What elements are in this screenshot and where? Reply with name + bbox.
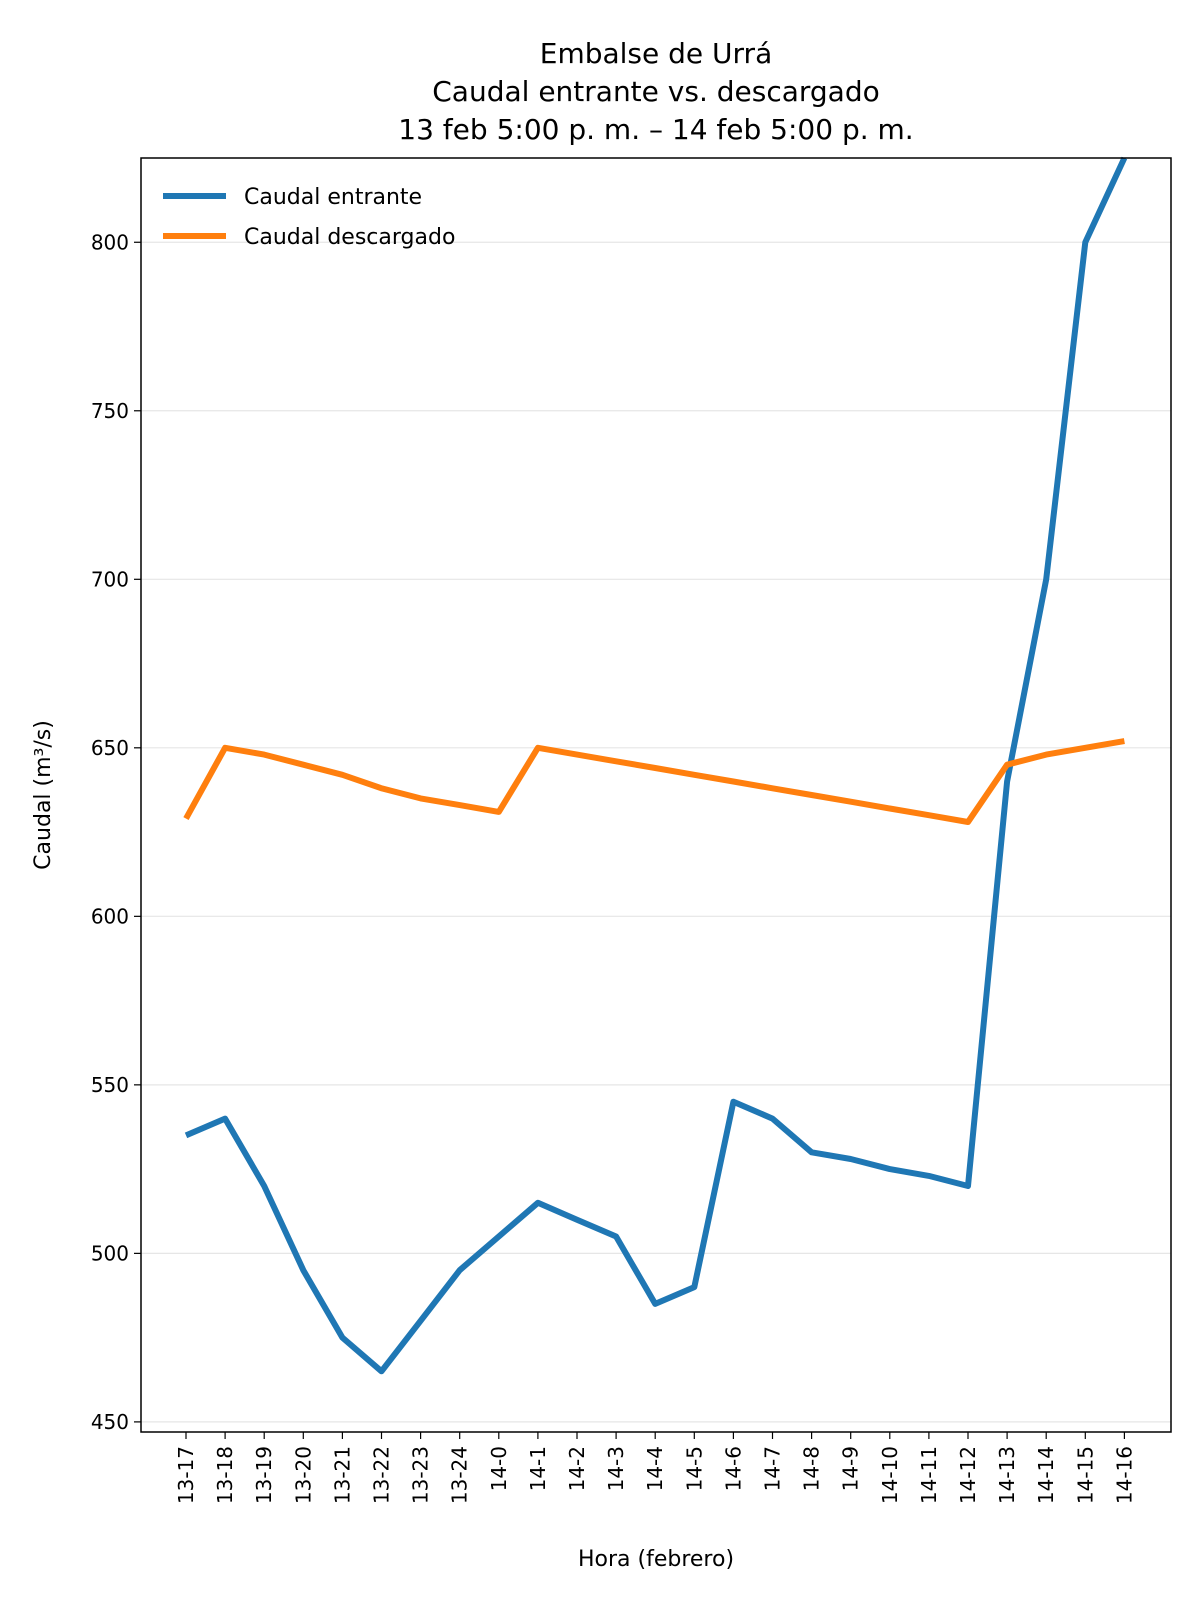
x-axis-label: Hora (febrero) <box>578 1547 734 1572</box>
x-tick-label: 14-7 <box>761 1446 785 1491</box>
x-tick-label: 14-16 <box>1112 1446 1136 1504</box>
legend-label: Caudal entrante <box>244 185 422 210</box>
x-tick-label: 14-6 <box>721 1446 745 1491</box>
x-tick-label: 13-19 <box>252 1446 276 1504</box>
x-tick-label: 14-2 <box>565 1446 589 1491</box>
x-tick-label: 14-10 <box>878 1446 902 1504</box>
x-tick-label: 13-18 <box>213 1446 237 1504</box>
series-line-caudal-entrante <box>184 156 1128 1375</box>
y-tick-label: 600 <box>91 904 129 928</box>
y-tick-label: 500 <box>91 1241 129 1265</box>
legend: Caudal entrante Caudal descargado <box>163 185 455 250</box>
y-axis-label: Caudal (m³/s) <box>31 720 56 870</box>
chart-title-line-3: 13 feb 5:00 p. m. – 14 feb 5:00 p. m. <box>398 113 913 146</box>
chart-title-line-2: Caudal entrante vs. descargado <box>432 75 880 108</box>
y-tick-label: 650 <box>91 736 129 760</box>
x-tick-label: 13-20 <box>291 1446 315 1504</box>
y-tick-label: 450 <box>91 1410 129 1434</box>
gridlines <box>141 241 1171 1423</box>
x-tick-label: 14-5 <box>682 1446 706 1491</box>
x-tick-label: 14-8 <box>800 1446 824 1491</box>
y-tick-label: 800 <box>91 230 129 254</box>
chart-title-line-1: Embalse de Urrá <box>540 37 772 70</box>
chart-title: Embalse de Urrá Caudal entrante vs. desc… <box>398 37 913 146</box>
legend-label: Caudal descargado <box>244 225 455 250</box>
plot-frame <box>140 157 1172 1433</box>
x-tick-label: 14-11 <box>917 1446 941 1504</box>
x-tick-label: 13-21 <box>330 1446 354 1504</box>
x-tick-label: 14-4 <box>643 1446 667 1491</box>
x-axis: 13-17 13-18 13-19 13-20 13-21 13-22 13-23 13-24… <box>174 1432 1136 1504</box>
x-tick-label: 14-14 <box>1034 1446 1058 1504</box>
x-tick-label: 14-0 <box>487 1446 511 1491</box>
y-tick-label: 700 <box>91 567 129 591</box>
x-tick-label: 14-13 <box>995 1446 1019 1504</box>
x-tick-label: 13-24 <box>448 1446 472 1504</box>
y-tick-label: 750 <box>91 399 129 423</box>
x-tick-label: 14-15 <box>1073 1446 1097 1504</box>
y-tick-label: 550 <box>91 1073 129 1097</box>
x-tick-label: 13-22 <box>370 1446 394 1504</box>
x-tick-label: 14-1 <box>526 1446 550 1491</box>
x-tick-label: 13-23 <box>409 1446 433 1504</box>
series-line-caudal-descargado <box>183 738 1125 825</box>
x-tick-label: 14-3 <box>604 1446 628 1491</box>
x-tick-label: 14-12 <box>956 1446 980 1504</box>
y-axis: 450 500 550 600 650 700 750 800 <box>91 230 141 1434</box>
x-tick-label: 14-9 <box>839 1446 863 1491</box>
x-tick-label: 13-17 <box>174 1446 198 1504</box>
series-lines <box>183 156 1128 1375</box>
